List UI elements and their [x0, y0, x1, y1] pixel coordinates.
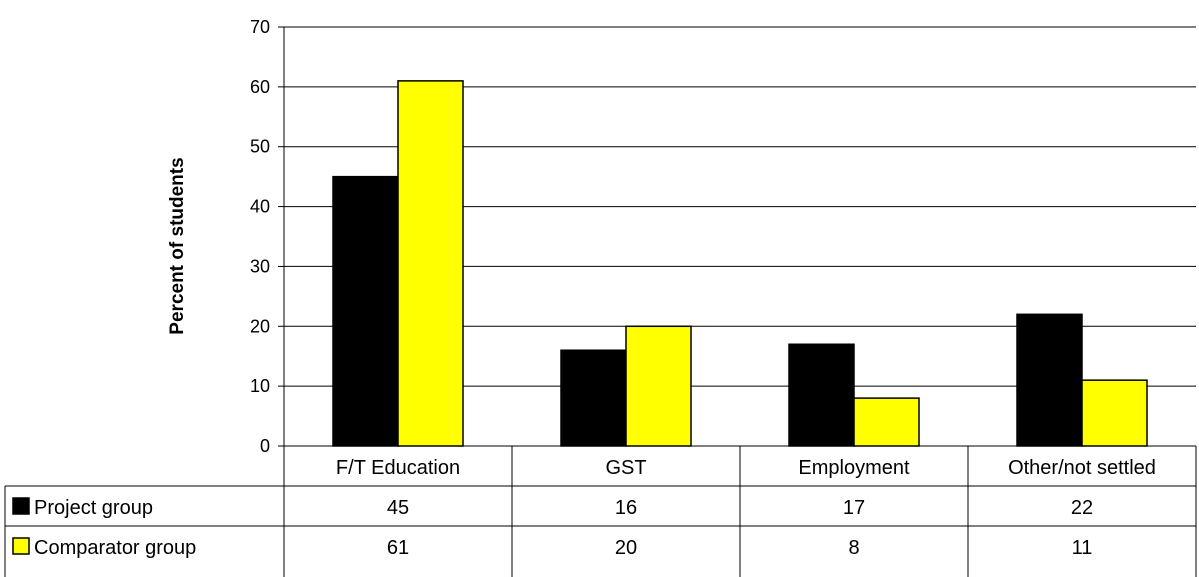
y-tick-label: 70	[250, 17, 270, 37]
category-label: Other/not settled	[1008, 457, 1156, 479]
y-axis-ticks: 0 10 20 30 40 50 60 70	[250, 17, 284, 456]
bar-comparator	[625, 325, 692, 447]
bar-comparator	[397, 80, 464, 447]
legend-label: Project group	[34, 497, 153, 519]
bar-comparator	[1081, 379, 1148, 447]
table-value: 22	[1071, 497, 1093, 519]
y-tick-label: 30	[250, 256, 270, 276]
category-label: Employment	[798, 457, 910, 479]
bar-project	[788, 343, 855, 447]
y-tick-label: 20	[250, 316, 270, 336]
table-value: 45	[387, 497, 409, 519]
y-axis-label: Percent of students	[167, 157, 188, 334]
y-tick-label: 10	[250, 376, 270, 396]
category-label: GST	[605, 457, 646, 479]
legend-label: Comparator group	[34, 537, 196, 559]
legend-swatch	[12, 497, 30, 515]
table-value: 8	[848, 537, 859, 559]
y-tick-label: 40	[250, 197, 270, 217]
bar-project	[1016, 313, 1083, 447]
bar-comparator	[853, 397, 920, 447]
category-label: F/T Education	[336, 457, 460, 479]
table-value: 20	[615, 537, 637, 559]
bars	[332, 80, 1148, 447]
y-tick-label: 0	[260, 436, 270, 456]
bar-project	[332, 175, 399, 447]
data-table: F/T Education GST Employment Other/not sett…	[4, 445, 1197, 577]
y-tick-label: 60	[250, 77, 270, 97]
table-value: 17	[843, 497, 865, 519]
table-value: 11	[1072, 537, 1093, 559]
y-tick-label: 50	[250, 137, 270, 157]
table-value: 61	[387, 537, 409, 559]
legend-swatch	[12, 537, 30, 555]
bar-project	[560, 349, 627, 447]
table-value: 16	[615, 497, 637, 519]
